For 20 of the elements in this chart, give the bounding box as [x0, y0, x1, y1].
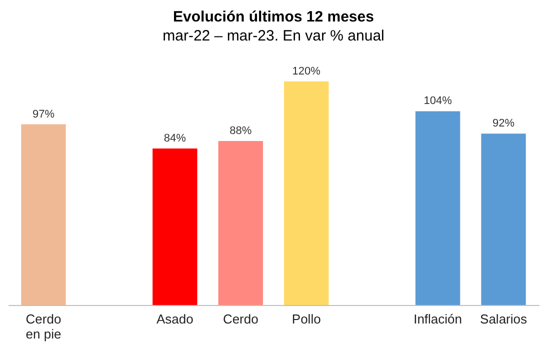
data-label: 92%	[492, 118, 515, 130]
data-label: 84%	[164, 132, 186, 144]
x-tick-label: Inflación	[414, 312, 462, 326]
x-tick-label: Cerdo en pie	[26, 312, 62, 342]
chart-title: Evolución últimos 12 meses	[173, 8, 374, 26]
x-tick-label: Salarios	[480, 312, 528, 326]
bar	[21, 124, 66, 305]
bar	[152, 148, 198, 305]
data-label: 104%	[424, 95, 452, 108]
x-tick-label: Cerdo	[222, 312, 258, 326]
x-tick-label: Asado	[156, 312, 194, 326]
data-label: 120%	[292, 65, 321, 78]
data-label: 97%	[32, 108, 55, 120]
bar	[481, 134, 526, 305]
data-label: 88%	[230, 125, 252, 138]
bar	[415, 111, 460, 305]
x-tick-label: Pollo	[292, 312, 321, 326]
chart-subtitle: mar-22 – mar-23. En var % anual	[162, 27, 384, 44]
bar	[284, 81, 329, 305]
bar	[218, 141, 263, 305]
